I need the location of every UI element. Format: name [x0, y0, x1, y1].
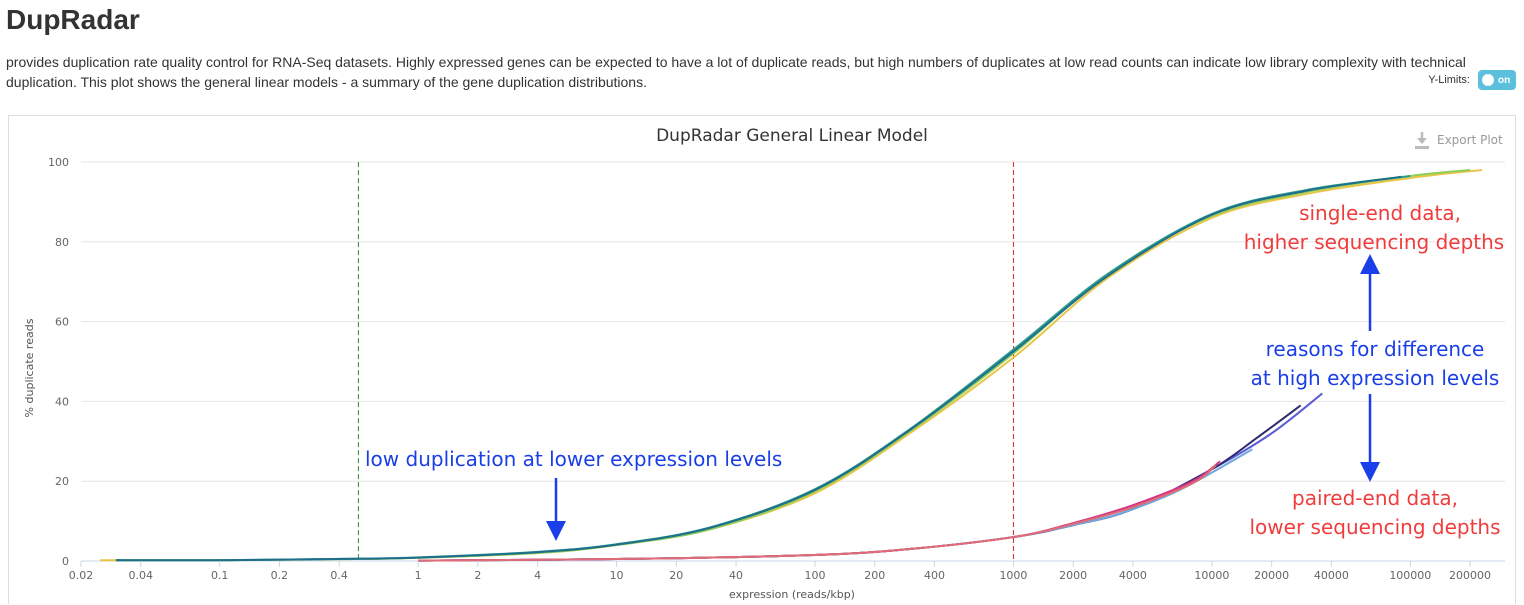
x-axis-label: expression (reads/kbp): [729, 588, 855, 601]
y-tick-label: 0: [62, 555, 69, 568]
y-limits-control: Y-Limits: on: [1428, 70, 1516, 90]
x-tick-label: 0.4: [330, 569, 348, 582]
page-description: provides duplication rate quality contro…: [6, 54, 1466, 90]
export-plot-label: Export Plot: [1437, 133, 1503, 147]
x-tick-label: 0.1: [211, 569, 229, 582]
duplication-chart: DupRadar General Linear Model Export Plo…: [23, 126, 1505, 601]
series-line: [418, 392, 1323, 562]
x-tick-label: 40: [729, 569, 743, 582]
annotation-paired-end-line1: paired-end data,: [1292, 486, 1458, 510]
y-tick-label: 60: [55, 316, 69, 329]
x-tick-label: 2000: [1059, 569, 1087, 582]
toggle-knob: [1482, 74, 1494, 86]
x-tick-label: 40000: [1314, 569, 1349, 582]
y-limits-toggle[interactable]: on: [1478, 70, 1516, 90]
x-tick-label: 0.02: [69, 569, 94, 582]
y-axis-label: % duplicate reads: [23, 318, 36, 417]
x-tick-label: 20000: [1254, 569, 1289, 582]
annotation-single-end-line2: higher sequencing depths: [1244, 230, 1504, 254]
y-tick-label: 20: [55, 475, 69, 488]
annotation-reasons-line1: reasons for difference: [1266, 337, 1485, 361]
x-tick-label: 100: [805, 569, 826, 582]
export-plot-button[interactable]: Export Plot: [1415, 132, 1503, 149]
x-tick-label: 2: [474, 569, 481, 582]
x-tick-label: 10: [610, 569, 624, 582]
annotation-reasons-line2: at high expression levels: [1251, 366, 1500, 390]
annotation-single-end-line1: single-end data,: [1299, 201, 1461, 225]
x-tick-label: 20: [669, 569, 683, 582]
series-line: [115, 174, 1411, 562]
series-line: [115, 175, 1402, 562]
x-tick-label: 0.04: [128, 569, 153, 582]
x-tick-label: 4000: [1119, 569, 1147, 582]
annotation-low-duplication: low duplication at lower expression leve…: [365, 447, 782, 471]
download-icon: [1415, 132, 1429, 149]
series-line: [418, 460, 1221, 562]
annotation-text: low duplication at lower expression leve…: [365, 201, 1504, 539]
x-tick-label: 0.2: [271, 569, 289, 582]
y-tick-label: 80: [55, 236, 69, 249]
y-limits-label: Y-Limits:: [1428, 74, 1470, 86]
annotation-paired-end-line2: lower sequencing depths: [1249, 515, 1500, 539]
plot-container: DupRadar General Linear Model Export Plo…: [8, 115, 1516, 604]
toggle-state-label: on: [1498, 74, 1511, 86]
chart-title: DupRadar General Linear Model: [656, 126, 928, 146]
x-tick-label: 200: [864, 569, 885, 582]
y-tick-label: 100: [48, 156, 69, 169]
x-tick-label: 1000: [999, 569, 1027, 582]
x-tick-label: 100000: [1389, 569, 1431, 582]
x-tick-label: 1: [415, 569, 422, 582]
x-tick-label: 4: [534, 569, 541, 582]
x-tick-label: 10000: [1194, 569, 1229, 582]
annotation-arrows: [546, 254, 1380, 541]
x-tick-label: 200000: [1449, 569, 1491, 582]
page-title: DupRadar: [6, 4, 140, 35]
y-tick-label: 40: [55, 395, 69, 408]
x-tick-label: 400: [924, 569, 945, 582]
series-line: [418, 464, 1217, 562]
series-line: [418, 404, 1302, 562]
